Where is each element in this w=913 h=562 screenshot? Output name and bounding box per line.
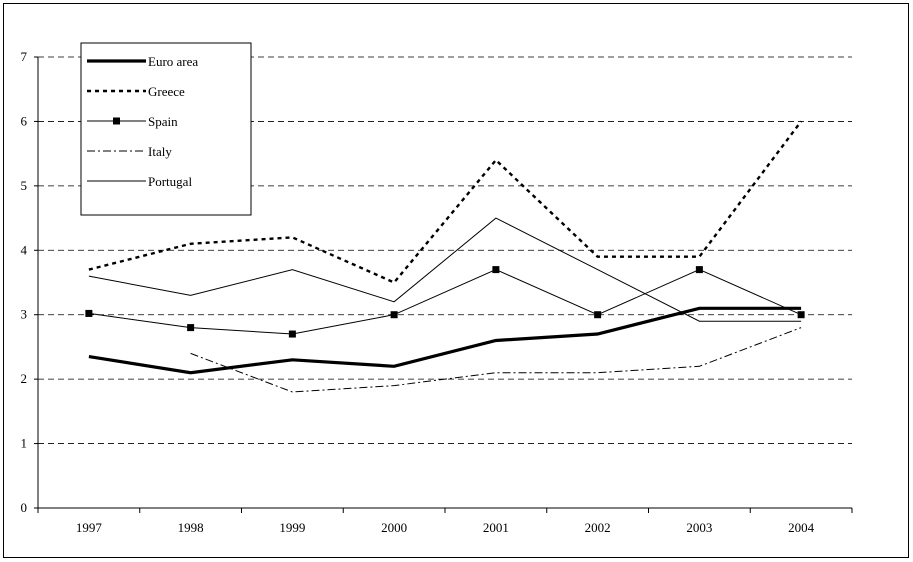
data-point-spain: [288, 330, 296, 338]
legend-marker-spain: [113, 117, 120, 125]
legend-label-euro-area: Euro area: [148, 54, 198, 69]
data-point-spain: [695, 266, 703, 274]
y-tick-label: 1: [21, 436, 28, 451]
x-tick-label: 1999: [279, 520, 305, 535]
series-line-portugal: [88, 217, 802, 322]
y-tick-label: 0: [21, 500, 28, 515]
axes: [34, 56, 853, 513]
x-tick-label: 2003: [686, 520, 712, 535]
series-line-italy: [190, 327, 802, 393]
data-point-spain: [492, 266, 500, 274]
x-tick-label: 1998: [178, 520, 204, 535]
data-point-spain: [390, 311, 398, 319]
y-tick-label: 7: [21, 49, 28, 64]
data-point-spain: [797, 311, 805, 319]
series-line-greece: [88, 120, 803, 284]
x-tick-label: 2002: [585, 520, 611, 535]
x-tick-label: 2000: [381, 520, 407, 535]
legend-label-spain: Spain: [148, 114, 178, 129]
x-tick-label: 2001: [483, 520, 509, 535]
y-tick-label: 4: [21, 242, 28, 257]
y-tick-label: 5: [21, 178, 28, 193]
series-line-euro-area: [88, 306, 802, 375]
legend-box: [80, 42, 252, 216]
x-tick-label: 2004: [788, 520, 815, 535]
legend-label-portugal: Portugal: [148, 174, 192, 189]
data-point-spain: [85, 309, 93, 317]
y-tick-label: 3: [21, 307, 28, 322]
y-tick-labels: 0 1 2 3 4 5 6 7: [21, 49, 28, 515]
y-tick-label: 2: [21, 371, 28, 386]
data-point-spain: [187, 324, 195, 332]
legend-label-greece: Greece: [148, 84, 185, 99]
legend-label-italy: Italy: [148, 144, 172, 159]
series-group: [85, 120, 805, 393]
legend: Euro area Greece Spain Italy Portugal: [80, 42, 252, 216]
y-tick-label: 6: [21, 113, 28, 128]
x-tick-labels: 1997 1998 1999 2000 2001 2002 2003 2004: [76, 520, 815, 535]
x-tick-label: 1997: [76, 520, 103, 535]
data-point-spain: [594, 311, 602, 319]
series-line-spain: [88, 269, 802, 335]
